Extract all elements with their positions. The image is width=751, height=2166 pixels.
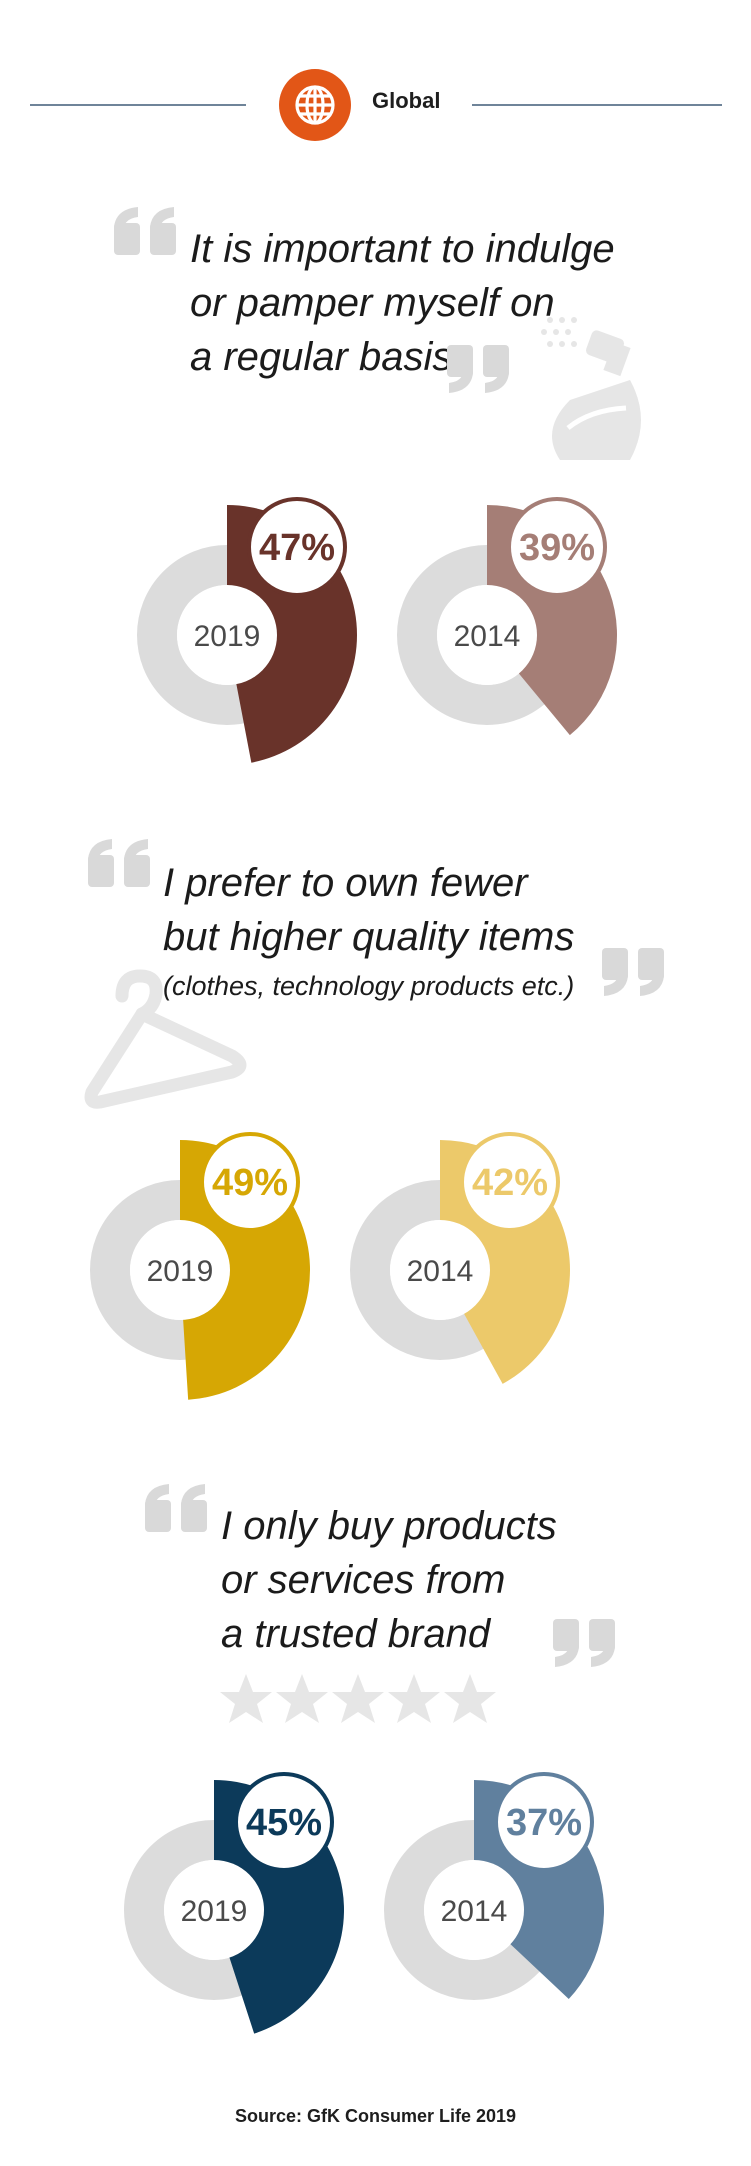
statement-1: It is important to indulge or pamper mys… [190,222,615,384]
value-badge [494,1772,594,1872]
statement-1-line-1: It is important to indulge [190,227,615,271]
statement-3-line-3: a trusted brand [221,1612,491,1656]
statement-1-line-3: a regular basis [190,335,453,379]
year-label: 2014 [454,620,521,653]
donut-hole [390,1220,490,1320]
value-badge [460,1132,560,1232]
donut-hole [177,585,277,685]
close-quote-icon [553,1619,615,1667]
donut-svg: 2014 39% [397,497,617,736]
open-quote-icon [114,207,176,255]
value-badge [200,1132,300,1232]
donut-chart-1-2014: 2014 39% [375,485,635,785]
year-label: 2019 [147,1255,214,1288]
donut-chart-1-2019: 2019 47% [115,485,375,785]
donut-svg: 2014 37% [384,1772,604,2000]
statement-3-line-1: I only buy products [221,1504,557,1548]
year-label: 2014 [407,1255,474,1288]
header-rule-left [30,104,246,106]
value-label: 42% [472,1162,548,1204]
statement-1-line-2: or pamper myself on [190,281,555,325]
close-quote-icon [602,948,664,996]
clothes-hanger-icon [84,969,247,1109]
value-badge [247,497,347,597]
donut-hole [437,585,537,685]
statement-3: I only buy products or services from a t… [221,1499,557,1661]
globe-icon [279,69,351,141]
five-stars-icon [220,1674,496,1723]
donut-chart-3-2014: 2014 37% [362,1760,622,2060]
statement-2: I prefer to own fewer but higher quality… [163,856,574,1008]
open-quote-icon [145,1484,207,1532]
statement-2-line-1: I prefer to own fewer [163,861,528,905]
value-badge [234,1772,334,1872]
region-label: Global [372,88,441,113]
statement-3-line-2: or services from [221,1558,506,1602]
statement-2-line-2: but higher quality items [163,915,575,959]
donut-chart-3-2019: 2019 45% [102,1760,362,2060]
year-label: 2014 [441,1895,508,1928]
value-label: 45% [246,1802,322,1844]
year-label: 2019 [194,620,261,653]
statement-2-subline: (clothes, technology products etc.) [163,971,575,1001]
close-quote-icon [447,345,509,393]
donut-hole [424,1860,524,1960]
value-label: 39% [519,527,595,569]
year-label: 2019 [181,1895,248,1928]
donut-hole [130,1220,230,1320]
donut-chart-2-2014: 2014 42% [328,1120,588,1420]
open-quote-icon [88,839,150,887]
value-label: 47% [259,527,335,569]
value-label: 49% [212,1162,288,1204]
header-rule-right [472,104,722,106]
value-label: 37% [506,1802,582,1844]
source-note: Source: GfK Consumer Life 2019 [234,2106,517,2126]
perfume-bottle-icon [541,317,641,460]
donut-hole [164,1860,264,1960]
donut-svg: 2019 47% [137,497,358,763]
donut-svg: 2019 45% [124,1772,345,2034]
donut-svg: 2019 49% [90,1132,310,1400]
value-badge [507,497,607,597]
donut-svg: 2014 42% [350,1132,570,1384]
donut-chart-2-2019: 2019 49% [68,1120,328,1420]
